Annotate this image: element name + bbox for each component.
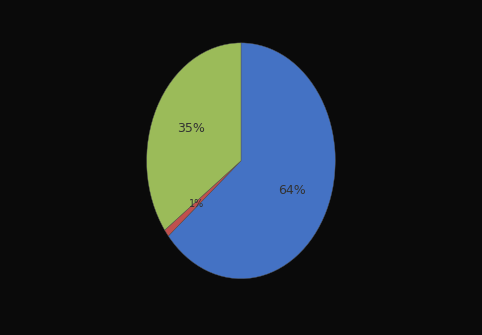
Wedge shape	[165, 161, 241, 236]
Wedge shape	[147, 43, 241, 230]
Text: 35%: 35%	[176, 122, 204, 135]
Text: 64%: 64%	[278, 185, 306, 197]
Wedge shape	[168, 43, 335, 279]
Text: 1%: 1%	[188, 199, 204, 209]
